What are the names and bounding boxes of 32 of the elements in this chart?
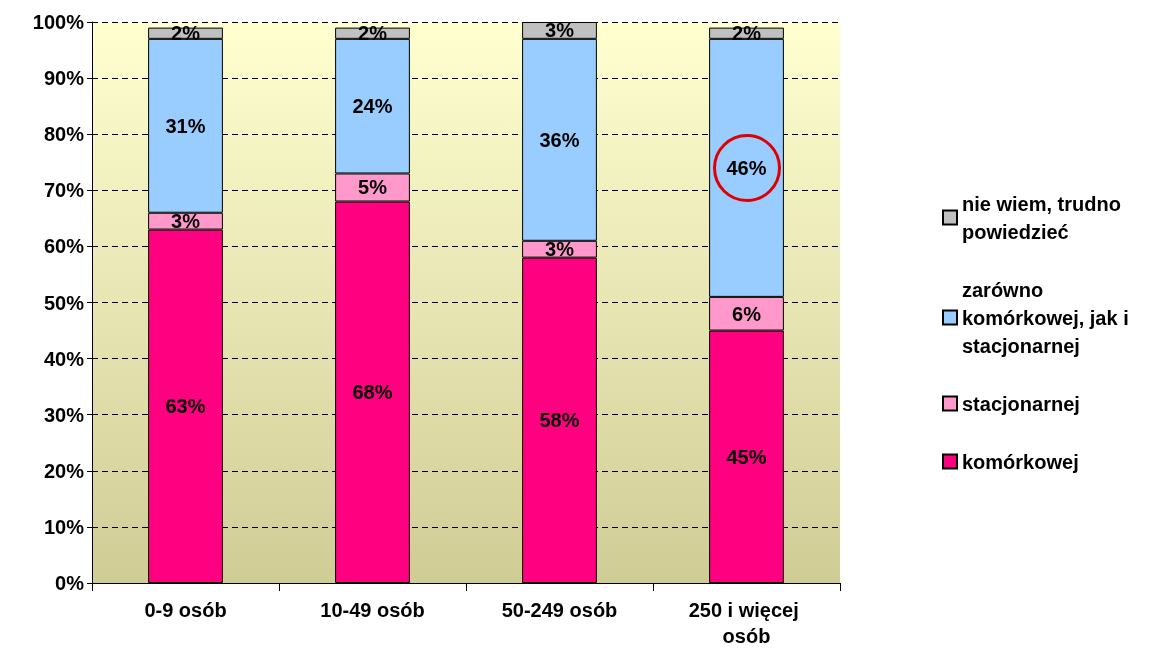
data-label: 58%	[539, 409, 580, 432]
data-label: 6%	[732, 302, 762, 325]
y-tick-label: 40%	[43, 347, 85, 370]
y-tick-label: 0%	[55, 572, 85, 594]
x-tick-label: 250 i więcej osób	[688, 599, 805, 647]
y-tick-label: 10%	[43, 515, 85, 538]
data-label: 63%	[165, 395, 206, 418]
y-tick-label: 30%	[43, 403, 85, 426]
x-tick-label: 0-9 osób	[144, 599, 227, 621]
y-tick-label: 20%	[43, 459, 85, 482]
data-label: 3%	[545, 238, 575, 261]
x-tick-label: 50-249 osób	[501, 599, 618, 621]
data-label: 46%	[726, 156, 767, 179]
data-label: 68%	[352, 381, 393, 404]
y-tick-label: 90%	[43, 67, 85, 90]
y-tick-label: 70%	[43, 179, 85, 202]
data-label: 45%	[726, 445, 767, 468]
legend-label: stacjonarnej	[962, 392, 1080, 415]
data-label: 24%	[352, 95, 393, 118]
data-label: 3%	[171, 210, 201, 233]
y-tick-label: 80%	[43, 123, 85, 146]
data-label: 3%	[545, 19, 575, 42]
y-tick-label: 60%	[43, 235, 85, 258]
legend-label: zarówno komórkowej, jak i stacjonarnej	[962, 278, 1135, 357]
data-label: 31%	[165, 114, 206, 137]
data-label: 36%	[539, 128, 580, 151]
x-tick-label: 10-49 osób	[320, 599, 425, 621]
y-tick-label: 50%	[43, 291, 85, 314]
legend-label: nie wiem, trudno powiedzieć	[962, 192, 1127, 243]
data-label: 5%	[358, 176, 388, 199]
y-tick-label: 100%	[32, 11, 85, 33]
legend-label: komórkowej	[962, 450, 1079, 473]
